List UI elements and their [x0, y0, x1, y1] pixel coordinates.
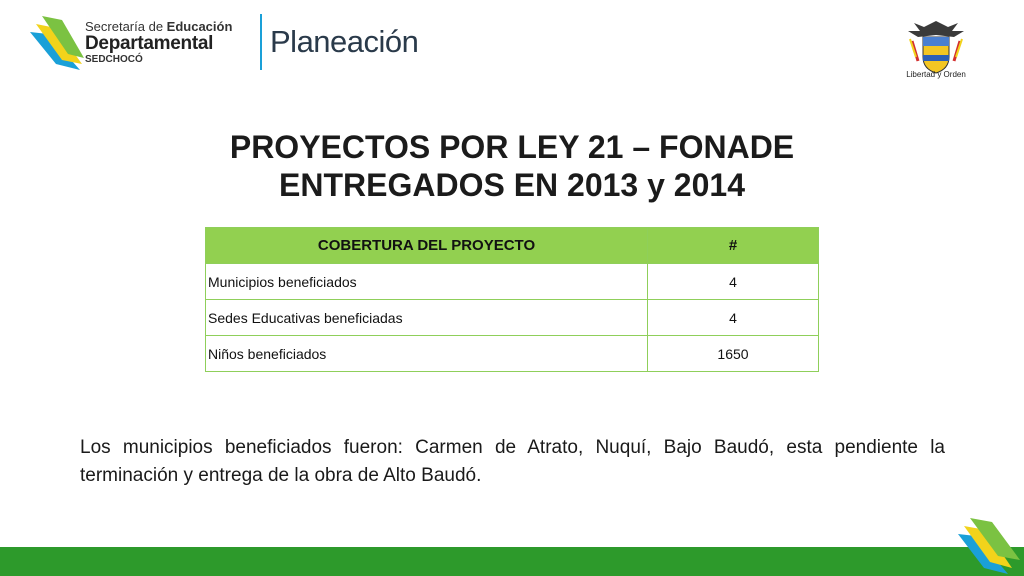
- row-value: 4: [647, 263, 819, 300]
- table-header-row: COBERTURA DEL PROYECTO #: [205, 227, 819, 264]
- row-label: Municipios beneficiados: [205, 263, 648, 300]
- footer-bar: [0, 547, 1024, 576]
- title-line1: PROYECTOS POR LEY 21 – FONADE: [229, 129, 795, 165]
- logo-product-name: Planeación: [270, 24, 419, 59]
- logo-line2: Departamental: [85, 33, 214, 54]
- coverage-table: COBERTURA DEL PROYECTO # Municipios bene…: [205, 227, 819, 372]
- row-label: Niños beneficiados: [205, 335, 648, 372]
- coat-of-arms-icon: [908, 21, 964, 74]
- logo-line1: Secretaría de Educación: [85, 19, 233, 34]
- logo-text: Secretaría de Educación Departamental SE…: [85, 19, 233, 66]
- row-value: 4: [647, 299, 819, 336]
- header-cell-count: #: [647, 227, 819, 264]
- page-title: PROYECTOS POR LEY 21 – FONADE ENTREGADOS…: [150, 128, 874, 204]
- row-label: Sedes Educativas beneficiadas: [205, 299, 648, 336]
- table-row: Niños beneficiados 1650: [205, 335, 819, 372]
- logo-line3: SEDCHOCÓ: [85, 54, 143, 65]
- table-row: Sedes Educativas beneficiadas 4: [205, 299, 819, 336]
- title-line2: ENTREGADOS EN 2013 y 2014: [279, 167, 745, 203]
- table-row: Municipios beneficiados 4: [205, 263, 819, 300]
- logo-divider: [260, 14, 262, 70]
- sedchoco-logo: Secretaría de Educación Departamental SE…: [28, 12, 448, 74]
- row-value: 1650: [647, 335, 819, 372]
- seal-caption: Libertad y Orden: [906, 70, 966, 79]
- summary-paragraph: Los municipios beneficiados fueron: Carm…: [80, 437, 945, 486]
- header-cell-coverage: COBERTURA DEL PROYECTO: [205, 227, 648, 264]
- footer-ribbon-icon: [958, 518, 1020, 574]
- logo-ribbon-icon: [30, 16, 84, 70]
